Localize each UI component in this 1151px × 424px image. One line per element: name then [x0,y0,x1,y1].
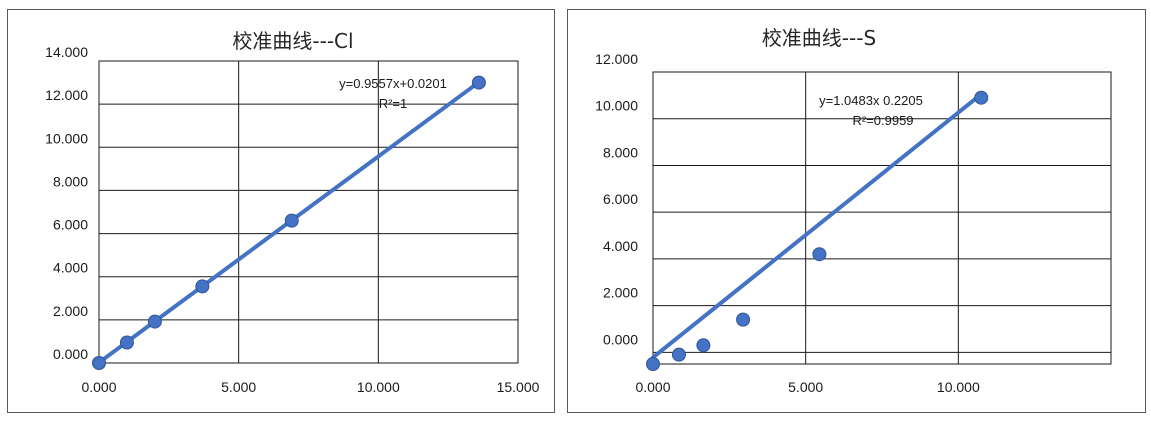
s-data-point [671,347,686,362]
cl-chart-title: 校准曲线---Cl [232,29,353,53]
s-y-tick-label: 8.000 [603,144,638,160]
s-y-tick-label: 10.000 [595,98,638,114]
cl-x-tick-label: 10.000 [357,379,400,395]
cl-data-point [195,279,210,294]
s-x-tick-label: 10.000 [937,379,980,395]
s-y-tick-label: 0.000 [603,331,638,347]
cl-trendline-equation: y=0.9557x+0.0201 [339,76,447,91]
cl-y-tick-label: 10.000 [45,130,88,146]
cl-r-squared: R²=1 [379,96,408,111]
s-y-tick-label: 6.000 [603,191,638,207]
s-data-point [696,338,711,353]
s-chart-title: 校准曲线---S [762,26,876,50]
s-x-tick-label: 5.000 [788,379,823,395]
cl-y-tick-label: 2.000 [53,303,88,319]
cl-x-tick-label: 15.000 [497,379,540,395]
s-trendline-equation: y=1.0483x 0.2205 [819,93,923,108]
chart-cl: 校准曲线---Cl 0.000 5.000 10.000 15.000 0.000 2.00… [45,29,540,395]
chart-panel-cl: 校准曲线---Cl 0.000 5.000 10.000 15.000 0.000 2.00… [7,9,555,413]
cl-y-tick-label: 12.000 [45,87,88,103]
cl-data-point [92,356,106,370]
chart-panel-s: 校准曲线---S 0.000 5.000 10.000 0.000 2.000 4.000 6… [567,9,1146,413]
s-plot-area [652,71,1112,365]
s-r-squared: R²=0.9959 [852,113,913,128]
s-data-point [736,312,751,327]
s-data-point [812,247,827,262]
s-y-tick-label: 2.000 [603,285,638,301]
cl-data-point [471,75,486,90]
cl-data-point [284,213,299,228]
s-y-tick-label: 4.000 [603,238,638,254]
s-y-tick-label: 12.000 [595,51,638,67]
s-data-point [646,357,660,371]
cl-y-tick-label: 8.000 [53,173,88,189]
cl-y-tick-label: 4.000 [53,260,88,276]
s-data-point [974,90,989,105]
cl-data-point [119,335,134,350]
cl-y-tick-label: 6.000 [53,217,88,233]
s-trendline [651,92,984,360]
cl-plot-area [98,60,519,364]
cl-y-tick-label: 14.000 [45,44,88,60]
cl-x-tick-label: 0.000 [81,379,116,395]
s-x-tick-label: 0.000 [635,379,670,395]
cl-x-tick-label: 5.000 [221,379,256,395]
cl-y-tick-label: 0.000 [53,346,88,362]
cl-data-point [147,314,162,329]
chart-s: 校准曲线---S 0.000 5.000 10.000 0.000 2.000 4.000 6… [595,26,1112,395]
